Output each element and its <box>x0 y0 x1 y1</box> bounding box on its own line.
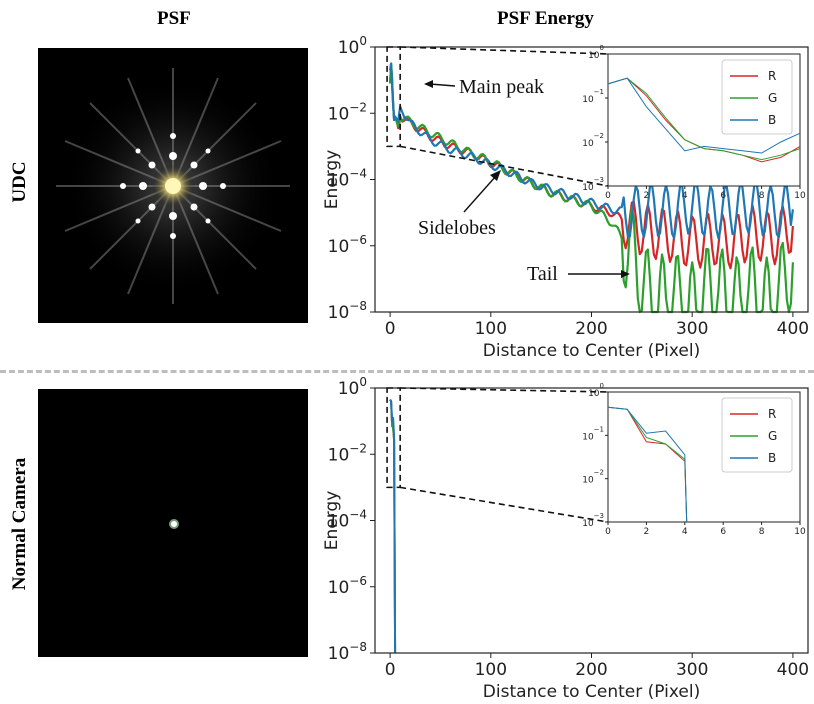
inset-x-tick-label: 10 <box>794 527 806 537</box>
inset-x-tick-label: 4 <box>682 527 688 537</box>
inset-y-tick-label: 10−2 <box>582 469 604 486</box>
x-tick-label: 300 <box>676 660 708 680</box>
inset-x-tick-label: 2 <box>644 527 650 537</box>
inset-x-tick-label: 6 <box>720 527 726 537</box>
x-tick-label: 100 <box>475 660 507 680</box>
x-axis-title: Distance to Center (Pixel) <box>483 341 700 361</box>
inset-x-tick-label: 0 <box>605 527 611 537</box>
zoom-connector <box>400 145 609 187</box>
inset-chart: 0 2 4 6 8 10 100 10−1 10−2 10−3 RGB <box>582 44 806 201</box>
annotation-arrow <box>429 83 456 87</box>
annotation-arrow <box>463 175 497 213</box>
series-line-b <box>389 62 794 240</box>
zoom-box <box>386 387 401 489</box>
y-tick-label: 10−2 <box>328 100 367 124</box>
inset-y-tick-label: 10−2 <box>582 132 604 149</box>
energy-chart-normal-camera: 0 100 200 300 40010010−210−410−610−8Distance… <box>322 375 809 702</box>
zoom-connector <box>400 486 609 523</box>
row-divider <box>0 370 814 373</box>
legend-label-r: R <box>768 69 776 83</box>
inset-x-tick-label: 0 <box>605 191 611 201</box>
y-axis-title: Energy <box>322 150 342 210</box>
legend-label-b: B <box>768 451 776 465</box>
inset-x-tick-label: 6 <box>720 191 726 201</box>
inset-y-tick-label: 10−1 <box>582 88 604 105</box>
y-tick-label: 10−8 <box>328 640 367 664</box>
udc-psf-pattern <box>56 68 290 304</box>
legend-label-b: B <box>768 113 776 127</box>
psf-column-title: PSF <box>157 8 191 29</box>
inset-y-tick-label: 100 <box>588 382 604 399</box>
annotation-tail: Tail <box>527 263 558 285</box>
arrowhead <box>424 80 433 88</box>
inset-x-tick-label: 4 <box>682 191 688 201</box>
series-line-g <box>389 62 794 314</box>
inset-series-line-g <box>607 77 801 161</box>
energy-chart-udc: 0 100 200 300 40010010−210−410−610−8Distance… <box>322 34 809 361</box>
y-tick-label: 10−6 <box>328 574 367 598</box>
inset-legend <box>721 59 793 135</box>
y-tick-label: 10−2 <box>328 441 367 465</box>
inset-y-tick-label: 10−3 <box>582 512 604 529</box>
x-tick-label: 400 <box>777 660 809 680</box>
y-tick-label: 10−6 <box>328 233 367 257</box>
y-tick-label: 100 <box>338 375 367 399</box>
arrowhead <box>621 270 630 278</box>
legend-label-r: R <box>768 407 776 421</box>
annotation-sidelobes: Sidelobes <box>418 217 496 239</box>
x-tick-label: 300 <box>676 319 708 339</box>
inset-y-tick-label: 100 <box>588 44 604 61</box>
zoom-connector <box>400 46 609 55</box>
x-tick-label: 0 <box>385 660 396 680</box>
series-line-b <box>389 399 397 654</box>
inset-y-tick-label: 10−1 <box>582 425 604 442</box>
legend-label-g: G <box>768 91 777 105</box>
y-tick-label: 10−4 <box>328 167 367 191</box>
legend-label-g: G <box>768 429 777 443</box>
zoom-connector <box>400 387 609 393</box>
inset-x-tick-label: 10 <box>794 191 806 201</box>
inset-series-line-b <box>607 77 801 154</box>
x-tick-label: 200 <box>575 319 607 339</box>
inset-x-tick-label: 2 <box>644 191 650 201</box>
x-tick-label: 0 <box>385 319 396 339</box>
x-tick-label: 400 <box>777 319 809 339</box>
x-tick-label: 100 <box>475 319 507 339</box>
y-tick-label: 100 <box>338 34 367 58</box>
normal-camera-psf-image <box>38 389 308 657</box>
y-tick-label: 10−4 <box>328 508 367 532</box>
inset-chart: 0 2 4 6 8 10 100 10−1 10−2 10−3 RGB <box>582 382 806 537</box>
udc-psf-image <box>38 48 308 323</box>
inset-y-tick-label: 10−3 <box>582 176 604 193</box>
inset-x-tick-label: 8 <box>759 527 765 537</box>
normal-camera-psf-dot <box>169 519 179 529</box>
arrowhead <box>490 170 501 181</box>
inset-legend <box>721 397 793 473</box>
inset-series-line-b <box>607 406 688 523</box>
x-axis-title: Distance to Center (Pixel) <box>483 682 700 702</box>
y-axis-title: Energy <box>322 491 342 551</box>
x-tick-label: 200 <box>575 660 607 680</box>
psf-energy-column-title: PSF Energy <box>497 8 594 29</box>
zoom-box <box>386 46 401 148</box>
annotations: Main peak Sidelobes Tail <box>418 76 630 285</box>
y-tick-label: 10−8 <box>328 299 367 323</box>
annotation-main-peak: Main peak <box>459 76 544 98</box>
inset-x-tick-label: 8 <box>759 191 765 201</box>
